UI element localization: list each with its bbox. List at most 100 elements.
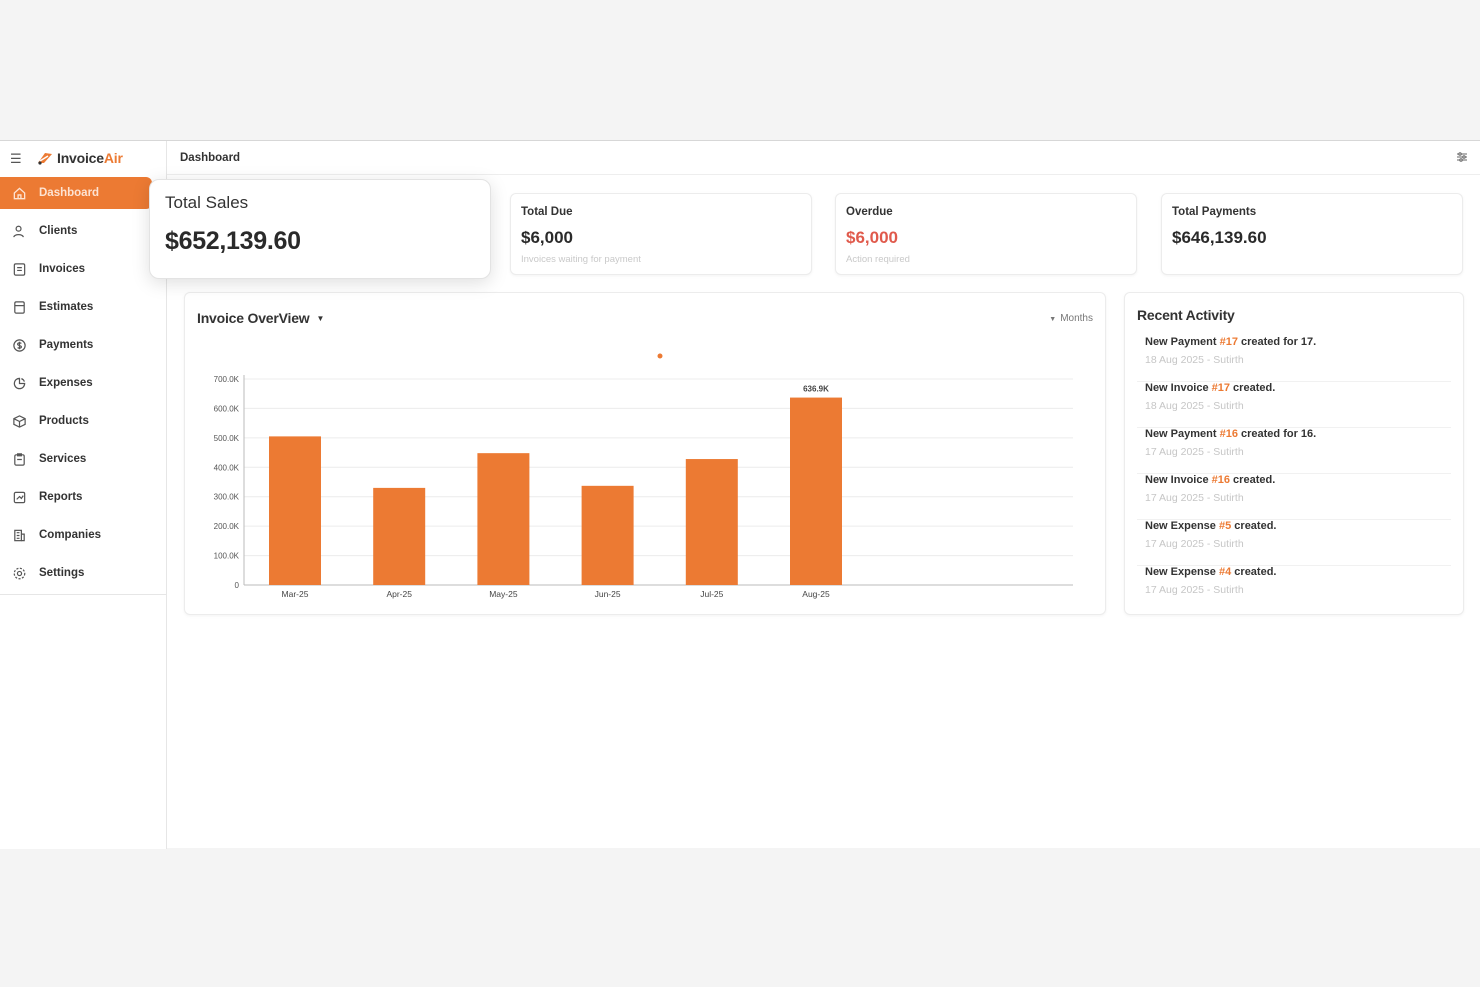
activity-ref-link[interactable]: #17	[1219, 336, 1238, 348]
caret-down-icon: ▼	[1049, 316, 1057, 323]
sidebar-item-expenses[interactable]: Expenses	[0, 367, 166, 399]
sidebar-item-services[interactable]: Services	[0, 443, 166, 475]
sidebar-item-label: Dashboard	[39, 187, 100, 199]
data-label: 636.9K	[803, 385, 829, 394]
x-tick-label: Aug-25	[802, 589, 830, 599]
activity-ref-link[interactable]: #5	[1218, 520, 1232, 532]
y-tick-label: 600.0K	[214, 404, 240, 413]
app-logo[interactable]: Invoice Air	[36, 150, 123, 166]
sidebar-item-estimates[interactable]: Estimates	[0, 291, 166, 323]
sidebar-item-payments[interactable]: Payments	[0, 329, 166, 361]
activity-pre: New Invoice	[1145, 382, 1212, 394]
stat-label: Overdue	[846, 206, 893, 218]
activity-ref-link[interactable]: #17	[1211, 382, 1230, 394]
stat-label: Total Due	[521, 206, 573, 218]
chart-bar	[477, 453, 530, 585]
y-tick-label: 400.0K	[214, 463, 240, 472]
activity-ref-link[interactable]: #16	[1219, 428, 1238, 440]
sidebar-header: ☰ Invoice Air	[0, 141, 166, 175]
activity-item[interactable]: New Expense #4 created. 17 Aug 2025 - Sut…	[1137, 566, 1451, 612]
activity-text: New Invoice #17 created.	[1145, 382, 1443, 394]
activity-meta: 18 Aug 2025 - Sutirth	[1145, 400, 1244, 412]
sidebar-item-label: Products	[39, 415, 89, 427]
activity-post: created.	[1231, 566, 1277, 578]
y-tick-label: 100.0K	[214, 552, 240, 561]
topbar: Dashboard	[167, 141, 1480, 175]
x-tick-label: Jul-25	[700, 589, 723, 599]
stat-label: Total Payments	[1172, 206, 1257, 218]
activity-text: New Expense #5 created.	[1145, 520, 1443, 532]
activity-text: New Invoice #16 created.	[1145, 474, 1443, 486]
chart-bar	[269, 436, 321, 585]
logo-text-air: Air	[103, 150, 123, 166]
y-tick-label: 500.0K	[214, 434, 240, 443]
activity-post: created for 16.	[1237, 428, 1317, 440]
activity-post: created.	[1230, 474, 1276, 486]
sidebar-item-clients[interactable]: Clients	[0, 215, 166, 247]
activity-text: New Expense #4 created.	[1145, 566, 1443, 578]
stat-label: Total Sales	[165, 193, 249, 212]
building-icon	[11, 527, 27, 543]
sidebar-item-label: Clients	[39, 225, 78, 237]
total-due-card: Total Due $6,000 Invoices waiting for pa…	[510, 193, 812, 275]
clipboard-icon	[11, 451, 27, 467]
hamburger-menu-icon[interactable]: ☰	[10, 150, 22, 166]
settings-sliders-icon[interactable]	[1456, 151, 1468, 163]
activity-post: created.	[1231, 520, 1277, 532]
stat-subtext: Action required	[846, 254, 910, 265]
activity-meta: 17 Aug 2025 - Sutirth	[1145, 538, 1244, 550]
activity-ref-link[interactable]: #4	[1218, 566, 1232, 578]
app-window: ☰ Invoice Air Dashboard Clients	[0, 140, 1480, 849]
sidebar-item-reports[interactable]: Reports	[0, 481, 166, 513]
sidebar-item-dashboard[interactable]: Dashboard	[0, 177, 152, 209]
x-tick-label: Jun-25	[595, 589, 621, 599]
y-tick-label: 700.0K	[214, 375, 240, 384]
total-payments-card: Total Payments $646,139.60	[1161, 193, 1463, 275]
sidebar-item-products[interactable]: Products	[0, 405, 166, 437]
sidebar-item-label: Reports	[39, 491, 83, 503]
stat-value: $6,000	[521, 228, 573, 247]
stat-value: $652,139.60	[165, 227, 301, 255]
sidebar-item-companies[interactable]: Companies	[0, 519, 166, 551]
activity-pre: New Expense	[1145, 566, 1219, 578]
activity-title: Recent Activity	[1137, 307, 1235, 323]
activity-text: New Payment #17 created for 17.	[1145, 336, 1443, 348]
chart-bar	[373, 487, 426, 585]
activity-item[interactable]: New Payment #17 created for 17. 18 Aug 20…	[1137, 336, 1451, 382]
recent-activity-card: Recent Activity New Payment #17 created …	[1124, 292, 1464, 615]
activity-pre: New Invoice	[1145, 474, 1212, 486]
estimate-icon	[11, 299, 27, 315]
overdue-card: Overdue $6,000 Action required	[835, 193, 1137, 275]
wallet-icon	[11, 375, 27, 391]
chart-title[interactable]: Invoice OverView ▼	[197, 310, 324, 326]
activity-item[interactable]: New Payment #16 created for 16. 17 Aug 20…	[1137, 428, 1451, 474]
breadcrumb: Dashboard	[180, 151, 241, 164]
total-sales-card: Total Sales $652,139.60	[149, 179, 491, 279]
activity-item[interactable]: New Expense #5 created. 17 Aug 2025 - Sut…	[1137, 520, 1451, 566]
sidebar-item-label: Services	[39, 453, 87, 465]
y-tick-label: 0	[235, 581, 240, 590]
sidebar-item-label: Settings	[39, 567, 85, 579]
home-icon	[11, 185, 27, 201]
invoice-overview-card: Invoice OverView ▼ ▼ Months 0 100.0K 200.0K 3…	[184, 292, 1106, 615]
activity-ref-link[interactable]: #16	[1211, 474, 1230, 486]
logo-icon	[38, 153, 52, 165]
gear-icon	[11, 565, 27, 581]
activity-item[interactable]: New Invoice #17 created. 18 Aug 2025 - Su…	[1137, 382, 1451, 428]
chart-bar	[790, 397, 842, 585]
sidebar-divider	[0, 594, 166, 595]
dollar-icon	[11, 337, 27, 353]
sidebar-item-label: Companies	[39, 529, 101, 541]
stat-value: $6,000	[846, 228, 898, 247]
sidebar-item-invoices[interactable]: Invoices	[0, 253, 166, 285]
chart-bar	[685, 459, 738, 585]
months-filter[interactable]: ▼ Months	[1049, 313, 1093, 324]
y-tick-label: 300.0K	[214, 493, 240, 502]
sidebar-nav: Dashboard Clients Invoices Estimates Pay…	[0, 177, 166, 589]
activity-item[interactable]: New Invoice #16 created. 17 Aug 2025 - Su…	[1137, 474, 1451, 520]
sidebar-item-label: Payments	[39, 339, 94, 351]
box-icon	[11, 413, 27, 429]
sidebar-item-settings[interactable]: Settings	[0, 557, 166, 589]
filter-label: Months	[1060, 313, 1093, 324]
users-icon	[11, 223, 27, 239]
